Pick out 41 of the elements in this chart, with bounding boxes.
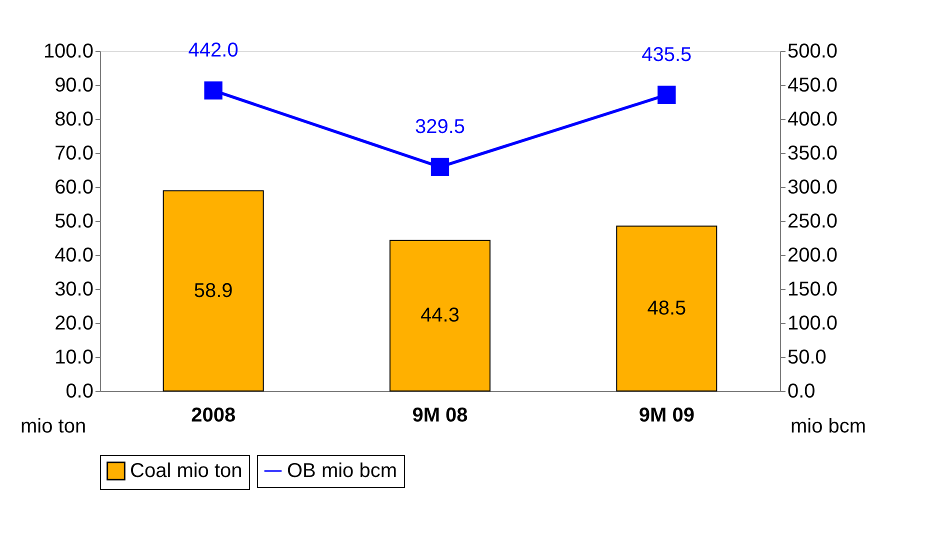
y-tick-label: 50.0 (54, 210, 94, 232)
point (204, 81, 222, 100)
data-label: 435.5 (642, 44, 692, 66)
data-label: 48.5 (647, 298, 686, 320)
y2-tick-label: 350.0 (788, 142, 838, 164)
y2-axis-title: mio bcm (790, 416, 866, 438)
point (658, 86, 676, 104)
data-label: 44.3 (420, 304, 460, 327)
x-tick-label: 9M 08 (412, 404, 468, 426)
y2-tick-label: 100.0 (788, 312, 838, 334)
legend-label: Coal mio ton (130, 460, 242, 482)
y2-tick-label: 450.0 (788, 74, 838, 96)
y-tick-label: 80.0 (54, 108, 94, 130)
bar (162, 190, 264, 392)
y2-tick-label: 50.0 (788, 346, 826, 368)
legend-label: OB mio bcm (287, 460, 398, 482)
y-tick-label: 70.0 (54, 142, 94, 164)
y-tick-label: 90.0 (54, 74, 94, 96)
y-axis-title: mio ton (20, 416, 86, 438)
y-tick-label: 10.0 (54, 346, 94, 368)
y2-tick-label: 0.0 (788, 380, 816, 402)
y2-tick-label: 500.0 (788, 40, 838, 62)
y-tick-label: 30.0 (54, 278, 94, 300)
y-tick-label: 0.0 (66, 380, 94, 402)
data-label: 58.9 (194, 280, 233, 302)
y2-tick-label: 200.0 (788, 244, 838, 266)
bar (616, 226, 718, 392)
y2-tick-label: 400.0 (788, 108, 838, 130)
y-tick-label: 60.0 (54, 176, 94, 198)
x-tick-label: 2008 (191, 404, 236, 426)
y2-tick-label: 250.0 (788, 210, 838, 232)
y-tick-label: 40.0 (54, 244, 94, 266)
x-tick-label: 9M 09 (638, 404, 694, 426)
bar (390, 240, 490, 392)
data-label: 329.5 (414, 116, 466, 138)
y-tick-label: 100.0 (43, 40, 94, 62)
y2-tick-label: 300.0 (788, 176, 838, 198)
y-tick-label: 20.0 (54, 312, 94, 334)
data-label: 442.0 (188, 39, 238, 62)
point (430, 158, 450, 176)
y2-tick-label: 150.0 (788, 278, 838, 300)
